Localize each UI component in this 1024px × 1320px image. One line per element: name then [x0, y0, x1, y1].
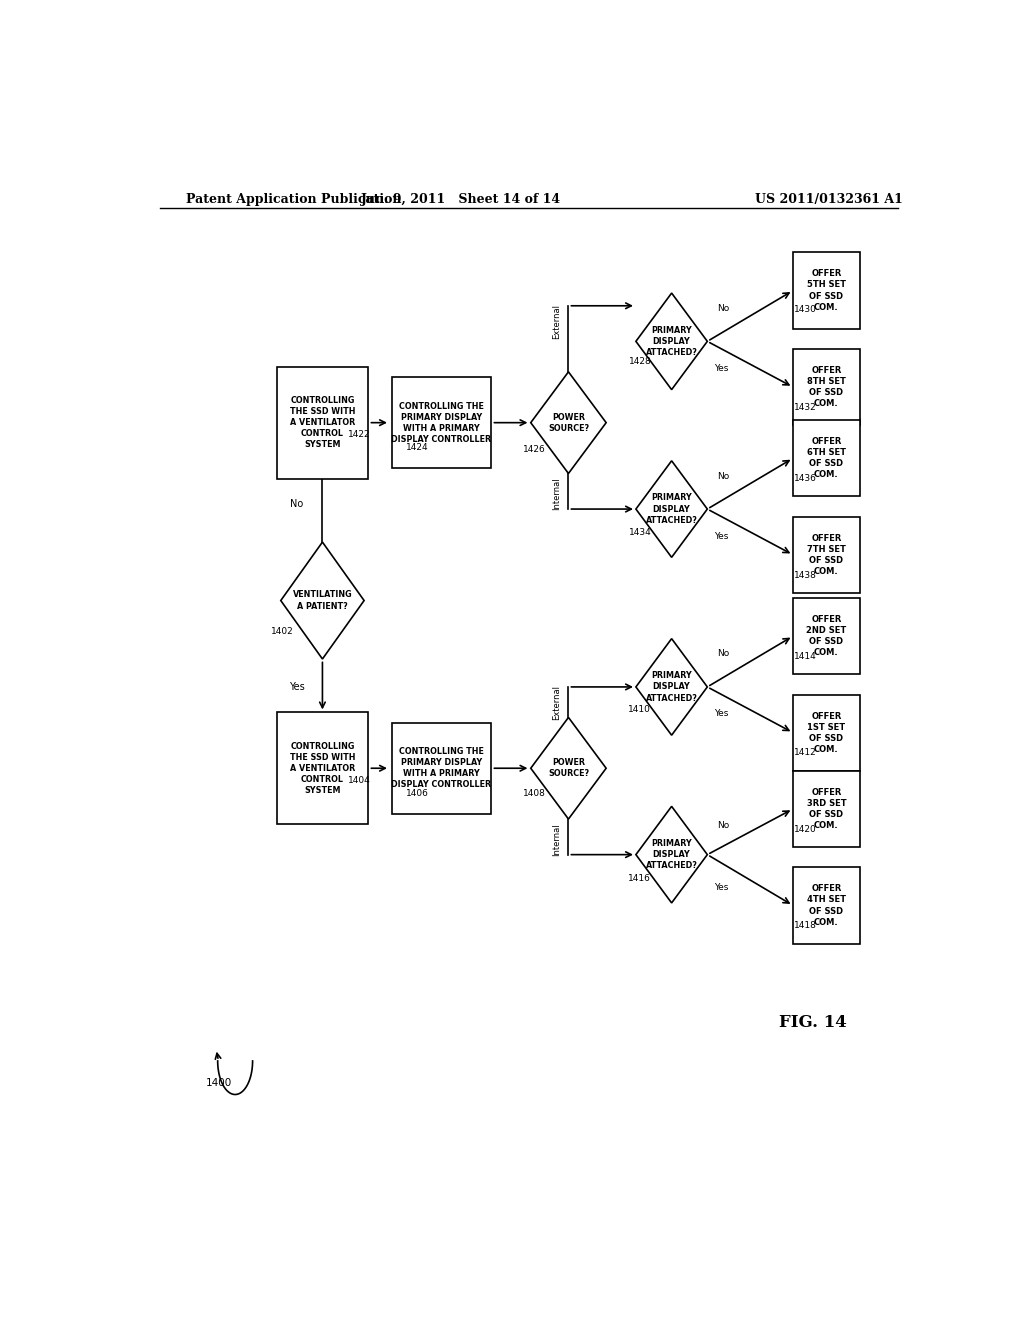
Text: No: No	[717, 821, 729, 830]
Text: 1406: 1406	[407, 789, 429, 799]
Text: 1404: 1404	[348, 776, 371, 785]
FancyBboxPatch shape	[793, 348, 860, 425]
Text: OFFER
6TH SET
OF SSD
COM.: OFFER 6TH SET OF SSD COM.	[807, 437, 846, 479]
Text: Jun. 9, 2011   Sheet 14 of 14: Jun. 9, 2011 Sheet 14 of 14	[361, 193, 561, 206]
FancyBboxPatch shape	[793, 252, 860, 329]
Text: OFFER
3RD SET
OF SSD
COM.: OFFER 3RD SET OF SSD COM.	[807, 788, 846, 830]
Text: 1400: 1400	[206, 1078, 232, 1088]
Polygon shape	[530, 372, 606, 474]
Text: POWER
SOURCE?: POWER SOURCE?	[548, 413, 589, 433]
FancyBboxPatch shape	[392, 722, 492, 814]
Text: 1424: 1424	[407, 442, 429, 451]
Text: 1418: 1418	[794, 921, 816, 931]
Text: 1410: 1410	[629, 705, 651, 714]
Polygon shape	[636, 807, 708, 903]
Text: 1438: 1438	[794, 570, 816, 579]
Text: 1420: 1420	[794, 825, 816, 834]
Text: OFFER
7TH SET
OF SSD
COM.: OFFER 7TH SET OF SSD COM.	[807, 533, 846, 576]
Text: OFFER
2ND SET
OF SSD
COM.: OFFER 2ND SET OF SSD COM.	[806, 615, 847, 657]
Text: PRIMARY
DISPLAY
ATTACHED?: PRIMARY DISPLAY ATTACHED?	[646, 840, 697, 870]
Text: OFFER
8TH SET
OF SSD
COM.: OFFER 8TH SET OF SSD COM.	[807, 366, 846, 408]
Text: 1412: 1412	[794, 748, 816, 758]
FancyBboxPatch shape	[276, 713, 368, 824]
Text: 1408: 1408	[523, 789, 546, 799]
Text: Internal: Internal	[552, 824, 561, 855]
Text: 1422: 1422	[348, 430, 371, 440]
Text: No: No	[717, 473, 729, 480]
Text: 1426: 1426	[523, 445, 546, 454]
FancyBboxPatch shape	[793, 694, 860, 771]
Text: Internal: Internal	[552, 478, 561, 510]
Text: PRIMARY
DISPLAY
ATTACHED?: PRIMARY DISPLAY ATTACHED?	[646, 672, 697, 702]
Text: OFFER
5TH SET
OF SSD
COM.: OFFER 5TH SET OF SSD COM.	[807, 269, 846, 312]
Polygon shape	[281, 543, 365, 659]
Polygon shape	[636, 461, 708, 557]
FancyBboxPatch shape	[276, 367, 368, 479]
Text: No: No	[717, 305, 729, 313]
FancyBboxPatch shape	[793, 516, 860, 593]
Polygon shape	[636, 639, 708, 735]
Text: Yes: Yes	[715, 883, 729, 891]
FancyBboxPatch shape	[793, 420, 860, 496]
FancyBboxPatch shape	[793, 771, 860, 847]
Polygon shape	[636, 293, 708, 389]
Text: No: No	[717, 649, 729, 657]
Text: VENTILATING
A PATIENT?: VENTILATING A PATIENT?	[293, 590, 352, 611]
Text: CONTROLLING
THE SSD WITH
A VENTILATOR
CONTROL
SYSTEM: CONTROLLING THE SSD WITH A VENTILATOR CO…	[290, 396, 355, 449]
Text: 1402: 1402	[271, 627, 294, 635]
Text: 1416: 1416	[629, 874, 651, 883]
Text: 1414: 1414	[794, 652, 816, 661]
Text: External: External	[552, 685, 561, 719]
Text: US 2011/0132361 A1: US 2011/0132361 A1	[755, 193, 903, 206]
Text: OFFER
4TH SET
OF SSD
COM.: OFFER 4TH SET OF SSD COM.	[807, 884, 846, 927]
Text: 1428: 1428	[629, 358, 651, 366]
Text: CONTROLLING THE
PRIMARY DISPLAY
WITH A PRIMARY
DISPLAY CONTROLLER: CONTROLLING THE PRIMARY DISPLAY WITH A P…	[391, 401, 492, 444]
Text: Yes: Yes	[715, 709, 729, 718]
Polygon shape	[530, 718, 606, 818]
FancyBboxPatch shape	[392, 378, 492, 469]
Text: PRIMARY
DISPLAY
ATTACHED?: PRIMARY DISPLAY ATTACHED?	[646, 326, 697, 356]
Text: Patent Application Publication: Patent Application Publication	[186, 193, 401, 206]
Text: 1430: 1430	[794, 305, 816, 314]
Text: CONTROLLING THE
PRIMARY DISPLAY
WITH A PRIMARY
DISPLAY CONTROLLER: CONTROLLING THE PRIMARY DISPLAY WITH A P…	[391, 747, 492, 789]
Text: PRIMARY
DISPLAY
ATTACHED?: PRIMARY DISPLAY ATTACHED?	[646, 494, 697, 524]
FancyBboxPatch shape	[793, 598, 860, 675]
Text: Yes: Yes	[715, 532, 729, 541]
Text: CONTROLLING
THE SSD WITH
A VENTILATOR
CONTROL
SYSTEM: CONTROLLING THE SSD WITH A VENTILATOR CO…	[290, 742, 355, 795]
Text: Yes: Yes	[715, 364, 729, 374]
Text: Yes: Yes	[289, 682, 305, 692]
Text: 1432: 1432	[794, 403, 816, 412]
Text: POWER
SOURCE?: POWER SOURCE?	[548, 758, 589, 779]
FancyBboxPatch shape	[793, 867, 860, 944]
Text: External: External	[552, 304, 561, 338]
Text: OFFER
1ST SET
OF SSD
COM.: OFFER 1ST SET OF SSD COM.	[807, 711, 846, 754]
Text: No: No	[291, 499, 304, 510]
Text: 1434: 1434	[629, 528, 651, 537]
Text: FIG. 14: FIG. 14	[778, 1014, 847, 1031]
Text: 1436: 1436	[794, 474, 816, 483]
